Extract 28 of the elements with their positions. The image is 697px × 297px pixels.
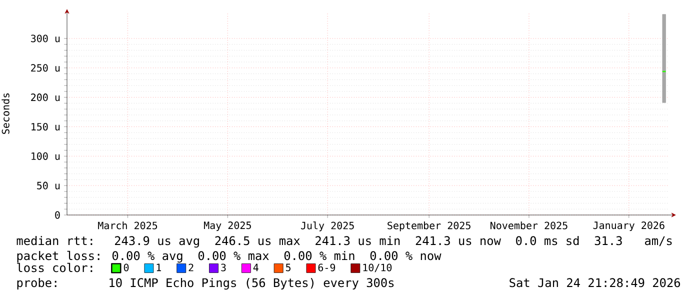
legend-label: 6-9 bbox=[318, 264, 336, 272]
legend-label: 3 bbox=[221, 264, 226, 272]
text: Sat Jan 24 21:28:49 2026 bbox=[510, 278, 680, 288]
legend-label: 5 bbox=[286, 264, 290, 272]
text: packet loss: 0.00 % avg 0.00 % max 0.00 % min 0.00 % now bbox=[17, 250, 442, 263]
x-tick-label: November 2025 bbox=[490, 222, 568, 230]
y-tick-label: 0 bbox=[55, 211, 60, 219]
text: 10 ICMP Echo Pings (56 Bytes) every 300s bbox=[110, 278, 394, 290]
x-tick-label: July 2025 bbox=[301, 222, 354, 232]
legend-label: 4 bbox=[253, 264, 258, 272]
legend-label: 2 bbox=[188, 264, 194, 272]
legend-title: loss color: bbox=[17, 262, 92, 272]
legend-label: 10/10 bbox=[363, 264, 392, 272]
x-tick-label: March 2025 bbox=[98, 222, 158, 230]
text: median rtt: 243.9 us avg 246.5 us max 241.3 us min 241.3 us now 0.0 ms sd 31.3 am/s bbox=[16, 236, 672, 248]
y-tick-label: 300 u bbox=[31, 34, 60, 42]
y-tick-label: 100 u bbox=[32, 152, 60, 160]
x-tick-label: May 2025 bbox=[204, 222, 251, 232]
y-axis-title: Seconds bbox=[2, 93, 10, 134]
x-tick-label: September 2025 bbox=[388, 222, 470, 232]
legend-label: 0 bbox=[124, 264, 129, 272]
legend-label: 1 bbox=[156, 264, 161, 272]
y-tick-label: 50 u bbox=[37, 182, 60, 190]
text: probe: bbox=[17, 278, 56, 290]
y-tick-label: 150 u bbox=[32, 122, 60, 131]
y-tick-label: 250 u bbox=[31, 64, 60, 72]
y-tick-label: 200 u bbox=[31, 94, 60, 102]
x-tick-label: January 2026 bbox=[593, 222, 664, 232]
